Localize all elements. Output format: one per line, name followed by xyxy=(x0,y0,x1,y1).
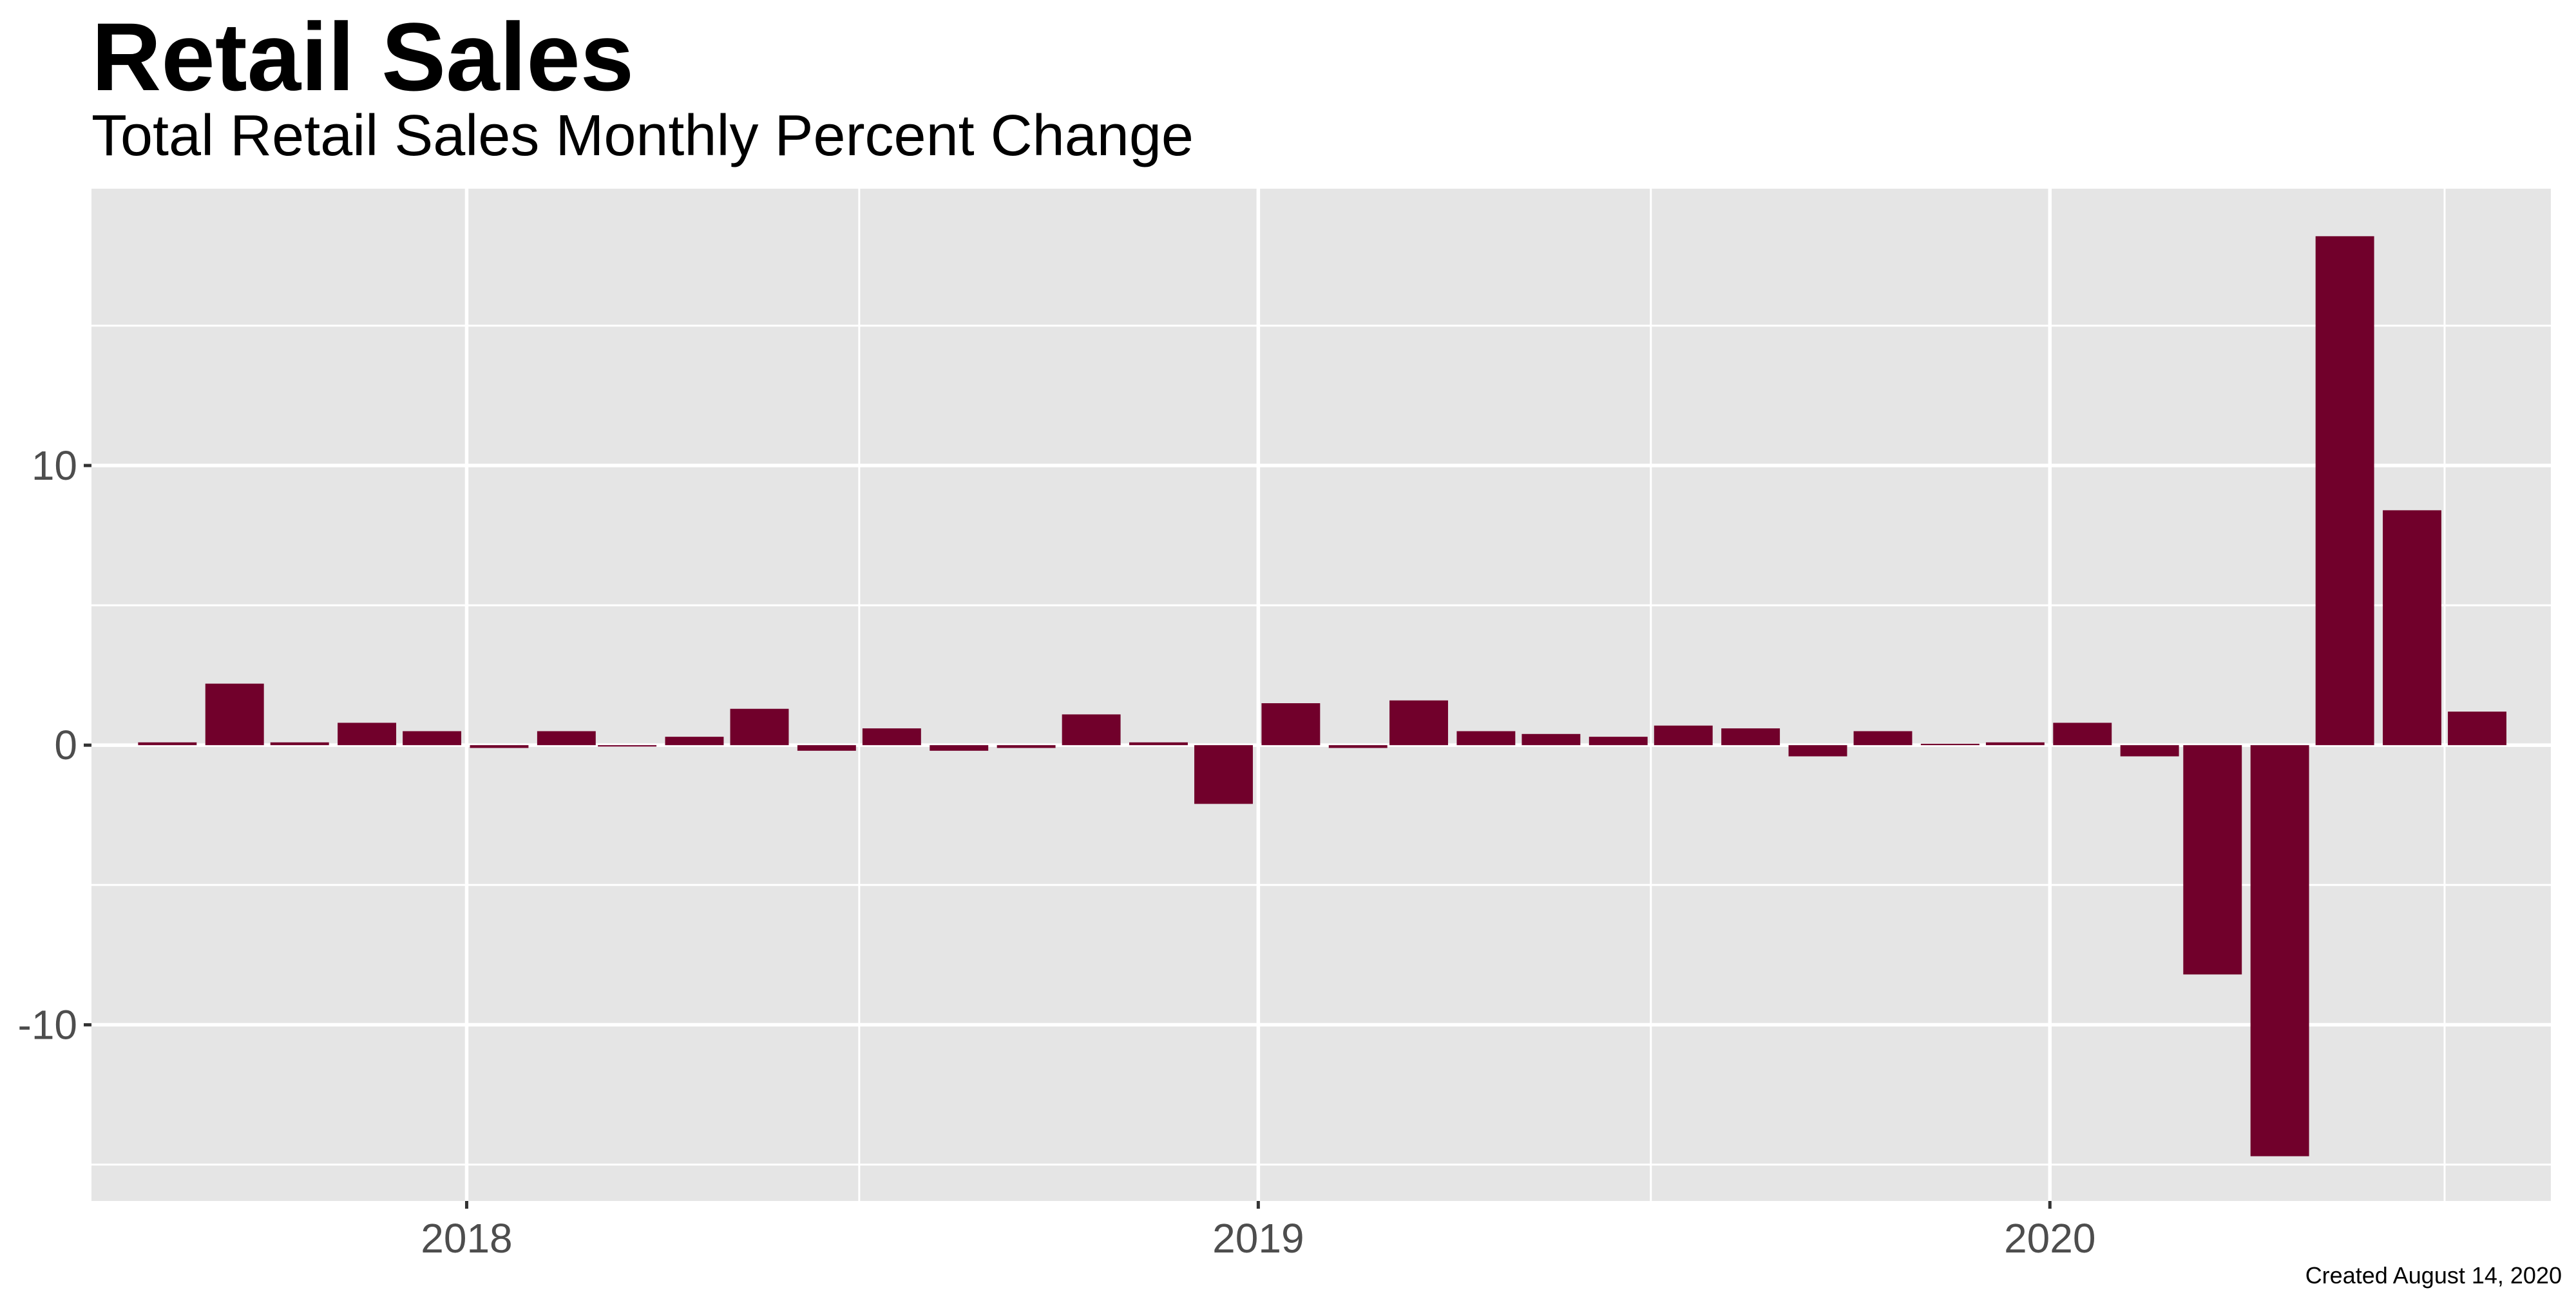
bar-2018-12 xyxy=(1194,745,1253,804)
minor-grid xyxy=(66,189,2551,1201)
bar-2019-04 xyxy=(1456,731,1516,746)
bar-2018-06 xyxy=(797,745,856,751)
bar-2019-01 xyxy=(1261,703,1321,746)
bar-2017-12 xyxy=(403,731,462,746)
y-tick-label: -10 xyxy=(18,1001,78,1048)
bar-2018-03 xyxy=(598,745,657,747)
bar-2019-07 xyxy=(1654,725,1713,746)
chart-subtitle: Total Retail Sales Monthly Percent Chang… xyxy=(91,104,1194,168)
bar-2018-09 xyxy=(997,745,1056,748)
bar-2017-09 xyxy=(205,683,264,746)
bar-2019-10 xyxy=(1853,731,1913,746)
bars xyxy=(138,236,2506,1157)
bar-2018-01 xyxy=(470,745,529,748)
bar-2018-07 xyxy=(862,728,921,746)
bar-2020-04 xyxy=(2250,745,2309,1157)
bar-2018-11 xyxy=(1129,742,1188,746)
chart-caption: Created August 14, 2020 xyxy=(2305,1262,2562,1289)
bar-2017-11 xyxy=(338,723,397,746)
bar-2019-09 xyxy=(1788,745,1847,757)
y-tick-label: 10 xyxy=(32,442,77,489)
bar-2019-06 xyxy=(1589,737,1648,746)
bar-2019-12 xyxy=(1985,742,2045,746)
bar-2019-02 xyxy=(1328,745,1388,748)
x-tick-label: 2020 xyxy=(2004,1215,2095,1261)
bar-2020-06 xyxy=(2383,510,2441,746)
bar-2020-02 xyxy=(2120,745,2179,757)
bar-2018-10 xyxy=(1062,714,1121,746)
bar-2019-08 xyxy=(1721,728,1780,746)
bar-2020-07 xyxy=(2448,712,2506,746)
bar-2018-04 xyxy=(665,737,724,746)
bar-2017-08 xyxy=(138,742,197,746)
bar-2018-08 xyxy=(930,745,989,751)
bar-2019-05 xyxy=(1522,733,1581,746)
bar-2019-11 xyxy=(1920,743,1980,746)
chart-title: Retail Sales xyxy=(91,3,634,111)
bar-2020-03 xyxy=(2183,745,2242,975)
bar-2017-10 xyxy=(270,742,329,746)
x-tick-label: 2019 xyxy=(1212,1215,1304,1261)
x-tick-label: 2018 xyxy=(421,1215,512,1261)
y-tick-label: 0 xyxy=(54,722,77,768)
bar-2020-05 xyxy=(2315,236,2374,746)
bar-2018-02 xyxy=(537,731,596,746)
plot-panel xyxy=(91,189,2551,1201)
bar-2018-05 xyxy=(730,708,789,746)
bar-2020-01 xyxy=(2053,723,2112,746)
axes: -10 0 10 2018 2019 2020 xyxy=(18,442,2096,1261)
bar-2019-03 xyxy=(1389,700,1448,746)
